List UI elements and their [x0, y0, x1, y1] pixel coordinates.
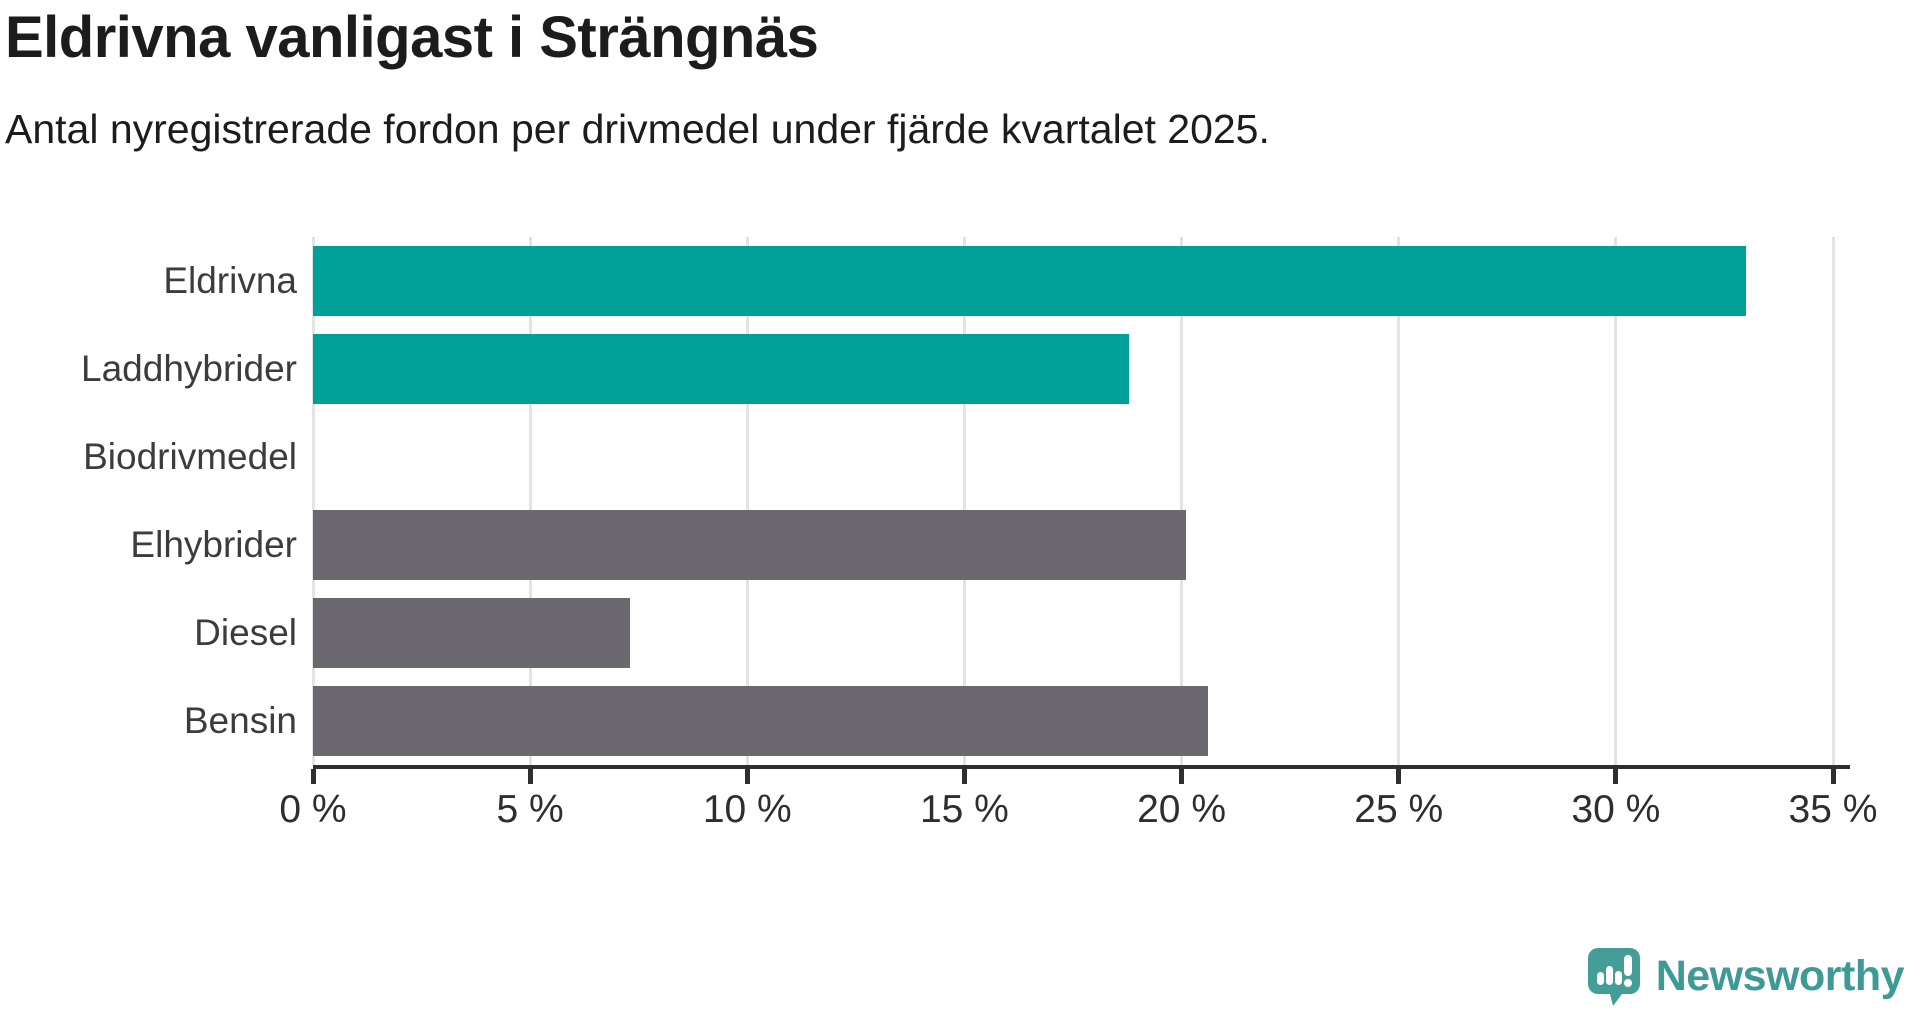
- x-tick-mark: [527, 769, 533, 784]
- x-tick-label: 20 %: [1137, 788, 1227, 831]
- gridline-25%: [1397, 237, 1401, 765]
- bar-bensin: [313, 686, 1208, 756]
- logo-exclamation-bar: [1623, 955, 1632, 976]
- bar-laddhybrider: [313, 334, 1130, 404]
- x-tick-mark: [1613, 769, 1619, 784]
- category-label-elhybrider: Elhybrider: [130, 524, 297, 565]
- gridline-5%: [528, 237, 532, 765]
- x-tick-label: 15 %: [919, 788, 1009, 831]
- x-tick-mark: [310, 769, 316, 784]
- bar-elhybrider: [313, 510, 1186, 580]
- gridline-0%: [311, 237, 315, 765]
- x-tick-label: 25 %: [1354, 788, 1444, 831]
- x-tick-label: 10 %: [702, 788, 792, 831]
- x-tick-mark: [1396, 769, 1402, 784]
- x-tick-label: 35 %: [1788, 788, 1878, 831]
- newsworthy-wordmark: Newsworthy: [1655, 951, 1905, 1000]
- chart-title: Eldrivna vanligast i Strängnäs: [5, 5, 819, 70]
- newsworthy-bubble-icon: [1587, 948, 1640, 1006]
- gridline-30%: [1614, 237, 1618, 765]
- bar-diesel: [313, 598, 631, 668]
- logo-exclamation-dot: [1623, 979, 1632, 987]
- logo-bar-3: [1614, 971, 1622, 985]
- x-tick-mark: [1179, 769, 1185, 784]
- x-tick-label: 5 %: [496, 788, 564, 831]
- newsworthy-logo: Newsworthy: [1586, 946, 1905, 1006]
- category-label-biodrivmedel: Biodrivmedel: [83, 436, 297, 477]
- category-label-diesel: Diesel: [194, 612, 297, 653]
- logo-bar-2: [1605, 966, 1613, 985]
- category-label-eldrivna: Eldrivna: [163, 260, 297, 301]
- x-tick-mark: [961, 769, 967, 784]
- gridline-10%: [745, 237, 749, 765]
- x-tick-label: 30 %: [1571, 788, 1661, 831]
- x-tick-mark: [744, 769, 750, 784]
- category-label-laddhybrider: Laddhybrider: [81, 348, 297, 389]
- logo-bar-1: [1596, 972, 1604, 985]
- bar-eldrivna: [313, 246, 1747, 316]
- chart-subtitle: Antal nyregistrerade fordon per drivmede…: [5, 106, 1270, 152]
- gridline-20%: [1180, 237, 1184, 765]
- x-tick-mark: [1830, 769, 1836, 784]
- category-label-bensin: Bensin: [183, 700, 297, 741]
- plot-area: [311, 237, 1850, 769]
- gridline-35%: [1831, 237, 1835, 765]
- x-tick-label: 0 %: [279, 788, 347, 831]
- gridline-15%: [962, 237, 966, 765]
